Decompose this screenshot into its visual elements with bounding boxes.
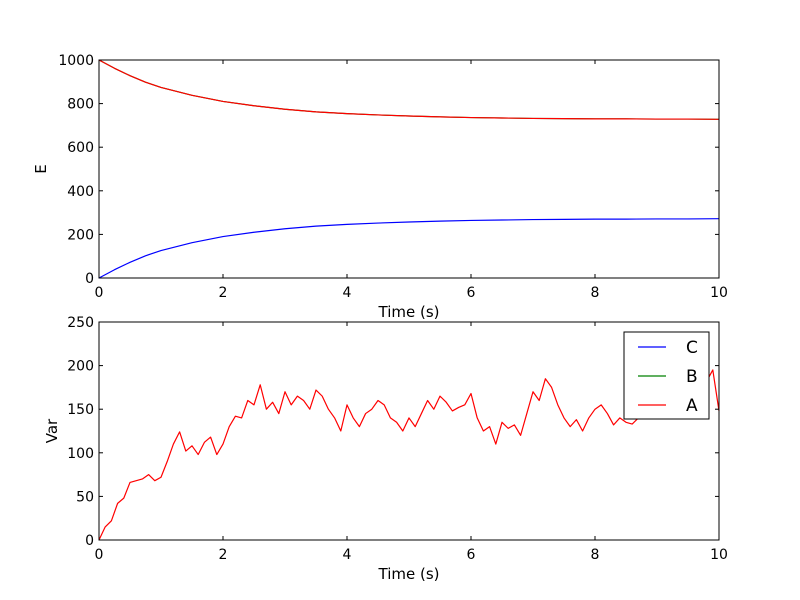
legend-label-a: A bbox=[686, 396, 698, 416]
top-x-tick-label: 0 bbox=[95, 285, 104, 301]
legend-label-b: B bbox=[686, 367, 698, 387]
legend-label-c: C bbox=[686, 338, 698, 358]
top-y-ticks: 0 200 400 600 800 1000 bbox=[58, 53, 719, 287]
top-x-axis-label: Time (s) bbox=[378, 303, 440, 321]
legend: C B A bbox=[623, 331, 710, 420]
top-y-tick-label: 0 bbox=[85, 271, 94, 287]
top-y-tick-label: 800 bbox=[67, 97, 94, 113]
bottom-x-tick-label: 4 bbox=[343, 547, 352, 563]
top-series-layer bbox=[98, 59, 720, 279]
bottom-y-tick-label: 0 bbox=[85, 533, 94, 549]
bottom-y-tick-label: 100 bbox=[67, 446, 94, 462]
top-y-tick-label: 600 bbox=[67, 140, 94, 156]
bottom-x-axis-label: Time (s) bbox=[378, 565, 440, 583]
top-plot-frame bbox=[98, 59, 720, 279]
top-y-tick-label: 200 bbox=[67, 227, 94, 243]
top-plot: 0 2 4 6 8 10 0 200 400 600 800 1000 Time (s) E bbox=[32, 53, 728, 321]
bottom-y-tick-label: 250 bbox=[67, 315, 94, 331]
top-x-tick-label: 10 bbox=[710, 285, 728, 301]
top-x-tick-label: 4 bbox=[343, 285, 352, 301]
bottom-y-tick-label: 50 bbox=[76, 489, 94, 505]
top-x-ticks: 0 2 4 6 8 10 bbox=[95, 60, 728, 301]
bottom-plot-frame bbox=[98, 321, 720, 541]
bottom-x-tick-label: 6 bbox=[467, 547, 476, 563]
top-x-tick-label: 6 bbox=[467, 285, 476, 301]
bottom-x-tick-label: 2 bbox=[219, 547, 228, 563]
bottom-y-tick-label: 150 bbox=[67, 402, 94, 418]
top-y-tick-label: 400 bbox=[67, 184, 94, 200]
top-x-tick-label: 8 bbox=[591, 285, 600, 301]
bottom-y-tick-label: 200 bbox=[67, 359, 94, 375]
top-y-axis-label: E bbox=[32, 164, 50, 173]
top-series-a-line bbox=[98, 59, 720, 120]
top-series-c-line bbox=[98, 218, 720, 279]
top-y-tick-label: 1000 bbox=[58, 53, 94, 69]
bottom-x-tick-label: 8 bbox=[591, 547, 600, 563]
bottom-x-tick-label: 0 bbox=[95, 547, 104, 563]
bottom-plot: 0 2 4 6 8 10 0 50 100 150 200 250 Time (s) Var C B… bbox=[43, 315, 728, 583]
bottom-series-a-line bbox=[98, 369, 720, 541]
bottom-x-tick-label: 10 bbox=[710, 547, 728, 563]
bottom-y-ticks: 0 50 100 150 200 250 bbox=[67, 315, 719, 549]
top-x-tick-label: 2 bbox=[219, 285, 228, 301]
bottom-series-layer bbox=[98, 369, 720, 541]
bottom-y-axis-label: Var bbox=[43, 418, 61, 443]
bottom-x-ticks: 0 2 4 6 8 10 bbox=[95, 322, 728, 563]
